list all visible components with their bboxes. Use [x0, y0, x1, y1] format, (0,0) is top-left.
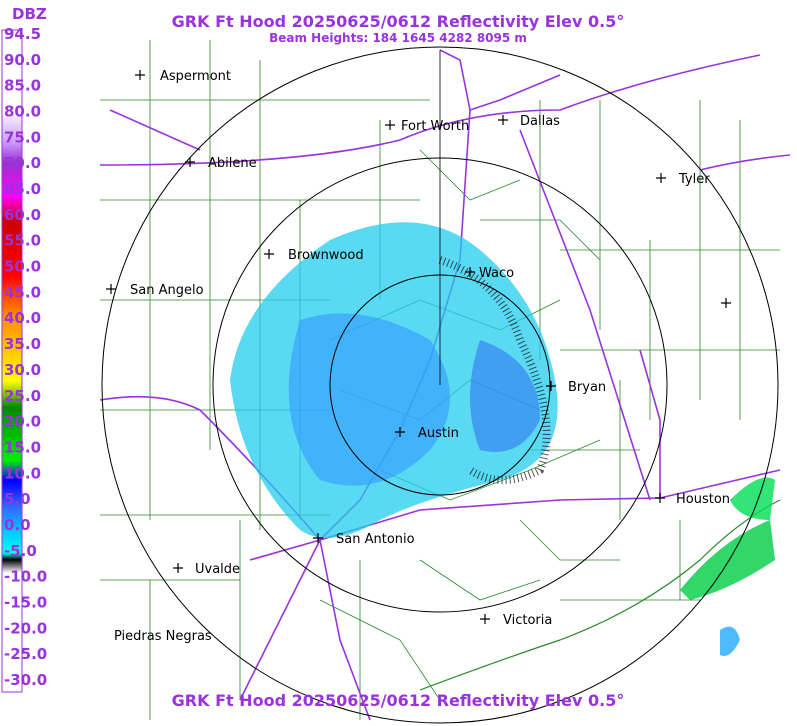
city-marker	[106, 284, 116, 294]
scale-label: -20.0	[4, 619, 47, 637]
scale-label: 70.0	[4, 154, 41, 172]
city-label: Bryan	[568, 380, 606, 395]
scale-label: 75.0	[4, 128, 41, 146]
city-marker	[655, 493, 665, 503]
city-label: Fort Worth	[401, 119, 469, 134]
city-label: Victoria	[503, 613, 552, 628]
county-lines	[100, 40, 781, 720]
city-label: Piedras Negras	[114, 629, 212, 644]
city-marker	[395, 427, 405, 437]
city-marker	[385, 120, 395, 130]
city-label: Dallas	[520, 114, 560, 129]
scale-label: 60.0	[4, 206, 41, 224]
scale-label: 20.0	[4, 413, 41, 431]
city-marker	[656, 173, 666, 183]
city-label: Houston	[676, 492, 730, 507]
city-label: Aspermont	[160, 69, 231, 84]
city-label: Brownwood	[288, 248, 364, 263]
city-label: Uvalde	[195, 562, 240, 577]
city-marker	[546, 381, 556, 391]
scale-label: 40.0	[4, 309, 41, 327]
footer-title: GRK Ft Hood 20250625/0612 Reflectivity E…	[172, 691, 625, 710]
title: GRK Ft Hood 20250625/0612 Reflectivity E…	[172, 12, 625, 31]
city-label: Abilene	[208, 156, 257, 171]
city-label: Waco	[479, 266, 514, 281]
scale-label: 65.0	[4, 180, 41, 198]
scale-labels: 94.5 90.0 85.0 80.0 75.0 70.0 65.0 60.0 55.0 50.0…	[4, 25, 47, 689]
range-rings	[101, 46, 779, 724]
scale-label: 0.0	[4, 516, 31, 534]
scale-label: 30.0	[4, 361, 41, 379]
city-marker	[480, 614, 490, 624]
scale-label: -25.0	[4, 645, 47, 663]
scale-label: 50.0	[4, 258, 41, 276]
city-marker	[313, 533, 323, 543]
scale-label: 10.0	[4, 464, 41, 482]
city-marker	[135, 70, 145, 80]
radar-echoes	[230, 222, 775, 656]
scale-label: 45.0	[4, 283, 41, 301]
city-marker	[173, 563, 183, 573]
scale-label: 25.0	[4, 387, 41, 405]
scale-label: 35.0	[4, 335, 41, 353]
city-marker	[264, 249, 274, 259]
city-label: Austin	[418, 426, 459, 441]
scale-label: -15.0	[4, 593, 47, 611]
color-bar	[1, 29, 23, 693]
subtitle: Beam Heights: 184 1645 4282 8095 m	[269, 31, 527, 45]
city-label: San Angelo	[130, 283, 204, 298]
scale-label: -5.0	[4, 542, 37, 560]
scale-label: 85.0	[4, 77, 41, 95]
city-markers: Aspermont Fort Worth Dallas Abilene Tyler Bro…	[106, 69, 731, 644]
scale-label: 5.0	[4, 490, 31, 508]
scale-unit: DBZ	[12, 5, 47, 23]
city-marker	[498, 115, 508, 125]
scale-label: 94.5	[4, 25, 41, 43]
city-marker	[185, 157, 195, 167]
city-label: Tyler	[678, 172, 710, 187]
scale-label: 90.0	[4, 51, 41, 69]
city-label: San Antonio	[336, 532, 415, 547]
scale-label: 15.0	[4, 438, 41, 456]
scale-label: -30.0	[4, 671, 47, 689]
city-marker	[465, 267, 475, 277]
scale-label: -10.0	[4, 568, 47, 586]
scale-label: 80.0	[4, 103, 41, 121]
scale-label: 55.0	[4, 232, 41, 250]
